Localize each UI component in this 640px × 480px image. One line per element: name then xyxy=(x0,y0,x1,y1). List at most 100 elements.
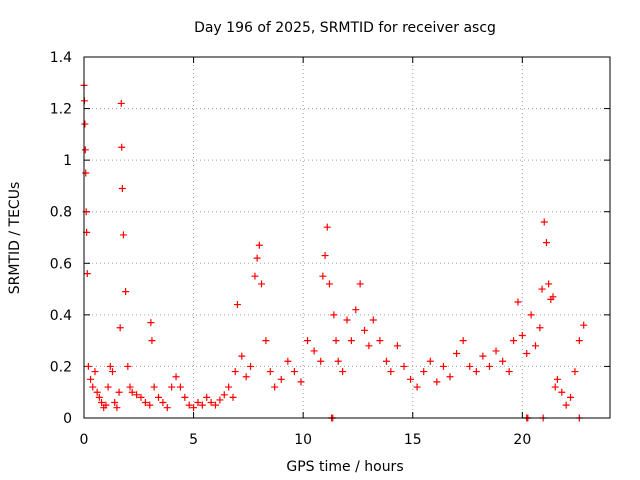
data-point xyxy=(538,285,546,293)
data-point xyxy=(387,368,395,376)
data-point xyxy=(562,401,570,409)
data-point xyxy=(347,337,355,345)
data-point xyxy=(225,383,233,391)
data-point xyxy=(258,280,266,288)
data-point xyxy=(446,373,454,381)
data-point xyxy=(304,337,312,345)
data-point xyxy=(310,347,318,355)
data-point xyxy=(317,357,325,365)
data-point xyxy=(255,241,263,249)
data-point xyxy=(352,306,360,314)
data-point xyxy=(238,352,246,360)
data-point xyxy=(111,399,119,407)
data-point xyxy=(82,169,90,177)
data-point xyxy=(147,319,155,327)
plot-frame xyxy=(83,56,611,419)
data-point xyxy=(231,368,239,376)
data-point xyxy=(551,383,559,391)
x-tick-label: 20 xyxy=(513,432,531,448)
grid-lines xyxy=(84,57,610,418)
data-point xyxy=(266,368,274,376)
data-point xyxy=(104,383,112,391)
data-point xyxy=(253,254,261,262)
data-point xyxy=(323,223,331,231)
data-point xyxy=(472,368,480,376)
data-point xyxy=(98,399,106,407)
data-point xyxy=(319,272,327,280)
data-point xyxy=(365,342,373,350)
data-point xyxy=(575,337,583,345)
x-tick-label: 10 xyxy=(294,432,312,448)
data-point xyxy=(277,375,285,383)
y-tick-label: 0.4 xyxy=(50,308,72,324)
data-point xyxy=(155,393,163,401)
data-point xyxy=(262,337,270,345)
data-point xyxy=(168,383,176,391)
data-point xyxy=(580,321,588,329)
data-point xyxy=(510,337,518,345)
data-point xyxy=(290,368,298,376)
data-point xyxy=(393,342,401,350)
data-point xyxy=(514,298,522,306)
data-point xyxy=(194,399,202,407)
data-point xyxy=(485,362,493,370)
data-point xyxy=(220,391,228,399)
data-point xyxy=(133,391,141,399)
data-point xyxy=(118,185,126,193)
data-point xyxy=(95,393,103,401)
y-tick-label: 0 xyxy=(63,411,72,427)
data-point xyxy=(297,378,305,386)
x-tick-label: 15 xyxy=(404,432,422,448)
data-point xyxy=(124,362,132,370)
data-point xyxy=(453,350,461,358)
data-point xyxy=(87,375,95,383)
data-point xyxy=(113,404,121,412)
x-axis-label: GPS time / hours xyxy=(286,459,403,475)
data-point xyxy=(242,373,250,381)
data-point xyxy=(118,143,126,151)
data-point xyxy=(128,388,136,396)
data-point xyxy=(146,401,154,409)
data-point xyxy=(382,357,390,365)
data-point xyxy=(163,404,171,412)
data-point xyxy=(137,393,145,401)
data-point xyxy=(159,399,167,407)
data-point xyxy=(271,383,279,391)
x-tick-label: 5 xyxy=(189,432,198,448)
data-point xyxy=(108,368,116,376)
data-point xyxy=(212,401,219,409)
data-point xyxy=(540,218,548,226)
data-point xyxy=(198,401,206,409)
data-point xyxy=(334,357,342,365)
data-point xyxy=(84,362,92,370)
data-point xyxy=(505,368,513,376)
y-tick-label: 0.8 xyxy=(50,205,72,221)
data-point xyxy=(116,324,124,332)
data-point xyxy=(531,342,539,350)
data-point xyxy=(332,337,340,345)
data-point xyxy=(330,311,338,319)
data-point xyxy=(233,301,241,309)
data-point xyxy=(190,404,198,412)
data-point xyxy=(81,146,89,154)
data-point xyxy=(91,368,99,376)
data-point xyxy=(83,270,91,278)
y-axis-label: SRMTID / TECUs xyxy=(7,182,23,295)
data-point xyxy=(466,362,474,370)
axis-ticks xyxy=(83,56,610,419)
data-point xyxy=(148,337,156,345)
data-point xyxy=(343,316,351,324)
data-point xyxy=(216,396,224,404)
data-point xyxy=(558,388,566,396)
data-point xyxy=(185,401,193,409)
data-point xyxy=(106,362,114,370)
data-point xyxy=(567,393,575,401)
data-point xyxy=(141,399,149,407)
data-point xyxy=(361,326,369,334)
chart-title: Day 196 of 2025, SRMTID for receiver asc… xyxy=(194,20,496,36)
data-point xyxy=(536,324,544,332)
y-tick-label: 0.6 xyxy=(50,256,72,272)
y-tick-label: 1.2 xyxy=(50,102,72,118)
data-point xyxy=(479,352,487,360)
data-point xyxy=(369,316,377,324)
